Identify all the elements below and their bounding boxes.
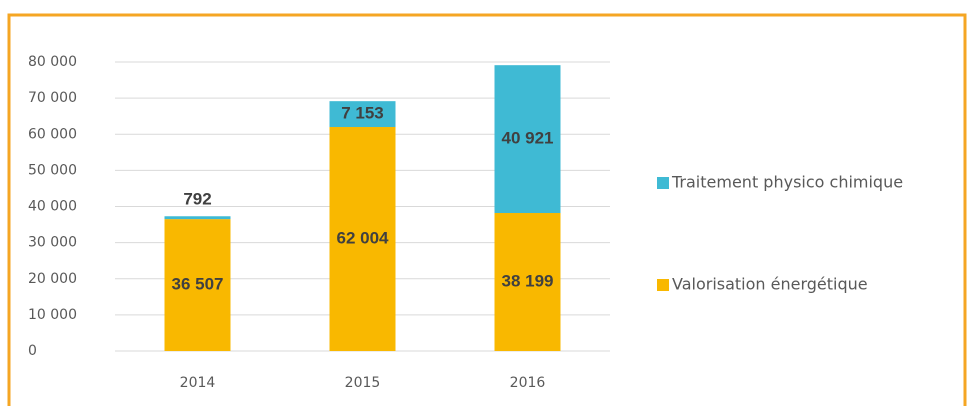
bar-segment [494, 213, 561, 351]
bar-segment [329, 101, 396, 128]
value-label: 38 199 [502, 271, 554, 290]
value-label: 40 921 [502, 129, 554, 148]
y-tick-label: 70 000 [28, 90, 77, 106]
bar-segment [494, 65, 561, 214]
bar-segment [164, 216, 231, 220]
x-tick-label: 2016 [510, 375, 546, 391]
value-label: 36 507 [172, 275, 224, 294]
y-tick-label: 50 000 [28, 162, 77, 178]
y-tick-label: 0 [28, 343, 37, 359]
y-tick-label: 10 000 [28, 307, 77, 323]
legend-swatch [657, 177, 669, 189]
frame [7, 13, 967, 406]
y-tick-label: 20 000 [28, 271, 77, 287]
legend-swatch [657, 279, 669, 291]
value-label: 7 153 [341, 104, 384, 123]
bar-segment [164, 219, 231, 351]
legend-label: Valorisation énergétique [672, 275, 868, 294]
value-label: 792 [183, 190, 211, 209]
y-tick-label: 30 000 [28, 235, 77, 251]
y-tick-label: 60 000 [28, 126, 77, 142]
x-tick-label: 2015 [345, 375, 381, 391]
legend-label: Traitement physico chimique [671, 173, 903, 192]
x-tick-label: 2014 [180, 375, 216, 391]
y-tick-label: 80 000 [28, 54, 77, 70]
value-label: 62 004 [337, 228, 390, 247]
bar-segment [329, 127, 396, 351]
y-tick-label: 40 000 [28, 199, 77, 215]
